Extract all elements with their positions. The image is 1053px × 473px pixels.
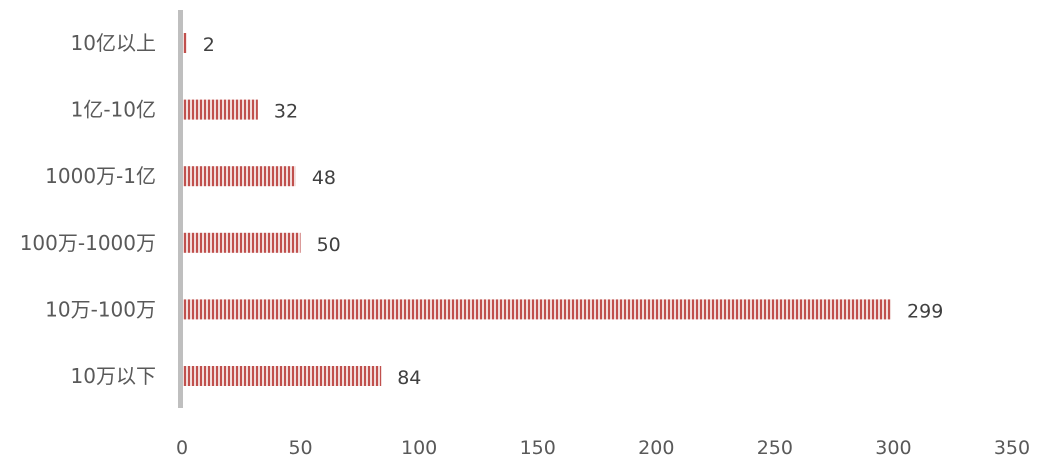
x-tick-label: 150 [520, 437, 556, 459]
x-tick-label: 100 [401, 437, 437, 459]
x-tick-label: 350 [994, 437, 1030, 459]
bar [182, 366, 382, 386]
y-tick-label: 1000万-1亿 [45, 164, 156, 188]
x-tick-label: 50 [288, 437, 312, 459]
y-tick-label: 100万-1000万 [20, 231, 156, 255]
y-tick-label: 10万-100万 [45, 297, 156, 321]
bar [182, 166, 296, 187]
bars-layer [182, 33, 892, 386]
y-axis-line [178, 10, 183, 408]
y-tick-label: 10万以下 [71, 364, 156, 388]
bar [182, 33, 187, 53]
data-label: 48 [312, 167, 336, 189]
bar [182, 232, 301, 253]
y-tick-label: 10亿以上 [71, 31, 156, 55]
x-tick-label: 200 [638, 437, 674, 459]
labels-layer: 10亿以上 2 1亿-10亿 32 1000万-1亿 48 100万-1000万 50 10万-… [20, 31, 944, 389]
x-tick-label: 300 [875, 437, 911, 459]
data-label: 50 [317, 234, 341, 256]
x-axis: 0 50 100 150 200 250 300 350 [176, 437, 1030, 459]
data-label: 84 [397, 367, 421, 389]
bar [182, 99, 258, 120]
y-tick-label: 1亿-10亿 [71, 98, 156, 122]
data-label: 32 [274, 101, 298, 123]
x-tick-label: 250 [757, 437, 793, 459]
data-label: 299 [907, 300, 943, 322]
x-tick-label: 0 [176, 437, 188, 459]
data-label: 2 [203, 34, 215, 56]
bar [182, 299, 892, 320]
